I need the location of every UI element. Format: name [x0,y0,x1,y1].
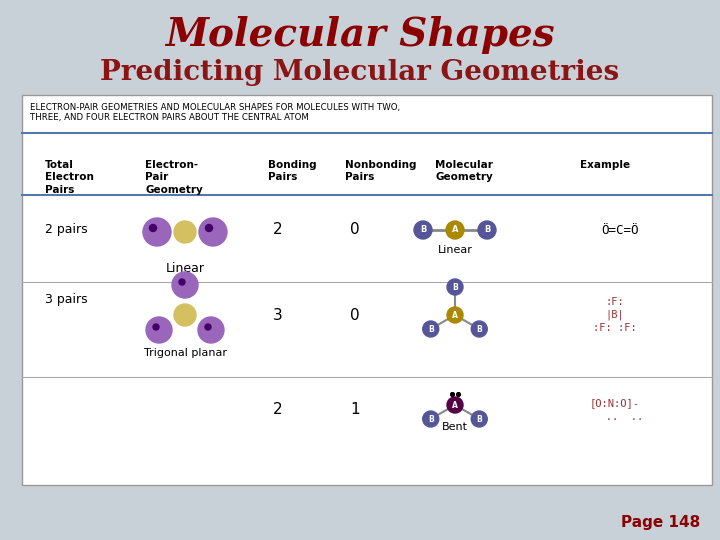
Circle shape [205,324,211,330]
Text: 2: 2 [273,402,283,417]
Circle shape [198,317,224,343]
Text: Nonbonding
Pairs: Nonbonding Pairs [345,160,416,183]
Text: Total
Electron
Pairs: Total Electron Pairs [45,160,94,195]
Text: Ö=C=Ö: Ö=C=Ö [601,224,639,237]
Text: 2: 2 [273,222,283,238]
Text: A: A [452,310,458,320]
Circle shape [472,321,487,337]
Text: B: B [420,226,426,234]
Text: Molecular
Geometry: Molecular Geometry [435,160,493,183]
Circle shape [423,411,438,427]
Circle shape [172,272,198,298]
Circle shape [174,221,196,243]
Text: 3: 3 [273,307,283,322]
Circle shape [446,221,464,239]
Text: B: B [428,325,433,334]
Circle shape [150,225,156,232]
Text: ELECTRON-PAIR GEOMETRIES AND MOLECULAR SHAPES FOR MOLECULES WITH TWO,
THREE, AND: ELECTRON-PAIR GEOMETRIES AND MOLECULAR S… [30,103,400,123]
Text: Linear: Linear [166,261,204,274]
Text: Molecular Shapes: Molecular Shapes [165,16,555,54]
Text: B: B [428,415,433,423]
Circle shape [146,317,172,343]
Text: Bonding
Pairs: Bonding Pairs [268,160,317,183]
Circle shape [153,324,159,330]
Circle shape [143,218,171,246]
Text: 3 pairs: 3 pairs [45,294,88,307]
Text: Trigonal planar: Trigonal planar [143,348,227,358]
Text: Page 148: Page 148 [621,515,700,530]
Circle shape [447,307,463,323]
Circle shape [179,279,185,285]
Circle shape [447,397,463,413]
Text: A: A [451,226,458,234]
Text: B: B [477,325,482,334]
Circle shape [199,218,227,246]
FancyBboxPatch shape [22,95,712,485]
Circle shape [205,225,212,232]
Circle shape [447,279,463,295]
Text: Bent: Bent [442,422,468,432]
Text: B: B [477,415,482,423]
Circle shape [478,221,496,239]
Circle shape [472,411,487,427]
Text: B: B [452,282,458,292]
Text: A: A [452,401,458,409]
Text: Predicting Molecular Geometries: Predicting Molecular Geometries [100,58,620,85]
Text: Example: Example [580,160,630,170]
Text: 1: 1 [350,402,360,417]
Text: B: B [484,226,490,234]
Circle shape [174,304,196,326]
Text: [O:N:O]-
   ..  ..: [O:N:O]- .. .. [587,399,643,422]
Circle shape [423,321,438,337]
Text: 0: 0 [350,307,360,322]
Text: Electron-
Pair
Geometry: Electron- Pair Geometry [145,160,203,195]
Text: :F:
|B|
:F: :F:: :F: |B| :F: :F: [593,296,637,333]
Text: Linear: Linear [438,245,472,255]
Text: 2 pairs: 2 pairs [45,224,88,237]
Circle shape [414,221,432,239]
Text: 0: 0 [350,222,360,238]
